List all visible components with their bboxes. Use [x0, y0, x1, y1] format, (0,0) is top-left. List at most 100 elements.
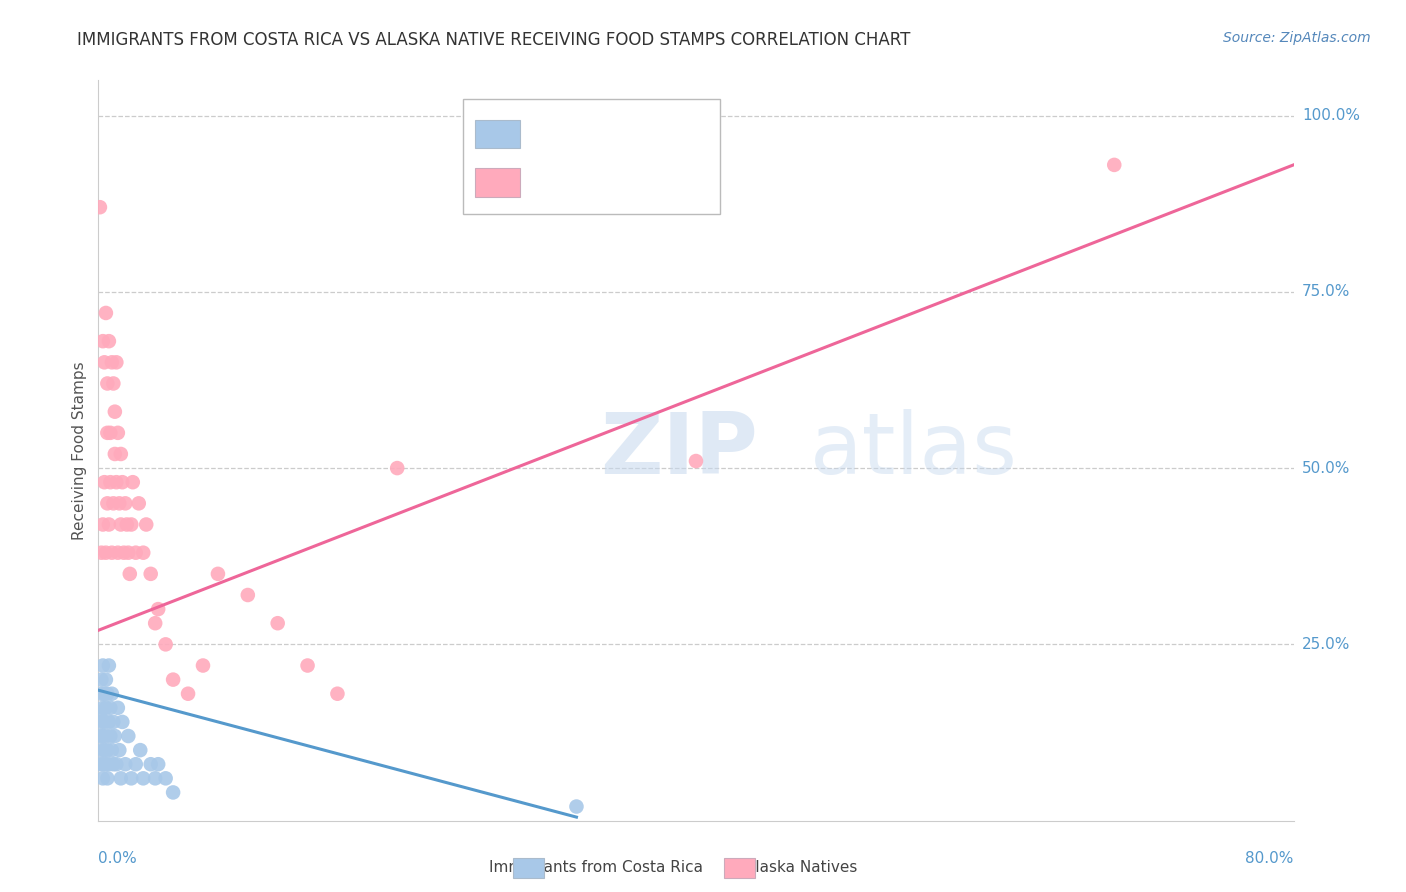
Point	[104, 729, 127, 743]
Point	[93, 475, 115, 490]
Point	[94, 757, 117, 772]
Point	[148, 757, 170, 772]
Point	[120, 517, 142, 532]
Point	[112, 546, 135, 560]
Point	[148, 602, 170, 616]
Point	[104, 405, 127, 419]
Point	[108, 496, 131, 510]
Point	[121, 475, 143, 490]
Point	[91, 757, 114, 772]
Point	[108, 743, 131, 757]
Point	[107, 425, 129, 440]
Text: Immigrants from Costa Rica: Immigrants from Costa Rica	[489, 860, 703, 874]
Point	[94, 701, 117, 715]
Text: Source: ZipAtlas.com: Source: ZipAtlas.com	[1223, 31, 1371, 45]
Point	[90, 546, 112, 560]
Point	[267, 616, 290, 631]
Point	[105, 355, 128, 369]
Text: 100.0%: 100.0%	[1302, 108, 1360, 123]
Point	[101, 743, 124, 757]
Point	[91, 334, 114, 348]
Point	[96, 687, 118, 701]
Point	[90, 687, 112, 701]
FancyBboxPatch shape	[475, 169, 520, 196]
Text: atlas: atlas	[810, 409, 1018, 492]
Point	[105, 475, 128, 490]
Point	[96, 772, 118, 786]
Point	[110, 447, 132, 461]
Point	[107, 546, 129, 560]
Point	[117, 546, 139, 560]
Point	[125, 757, 148, 772]
Point	[117, 729, 139, 743]
Point	[105, 757, 128, 772]
Point	[103, 757, 125, 772]
Text: 50.0%: 50.0%	[1302, 460, 1350, 475]
Point	[90, 714, 112, 729]
Point	[89, 757, 111, 772]
Text: 25.0%: 25.0%	[1302, 637, 1350, 652]
Point	[91, 658, 114, 673]
Point	[139, 757, 162, 772]
Point	[96, 743, 118, 757]
Point	[93, 743, 115, 757]
Point	[107, 701, 129, 715]
Point	[98, 729, 122, 743]
Point	[114, 496, 136, 510]
Point	[93, 714, 115, 729]
Point	[128, 496, 150, 510]
Point	[94, 673, 117, 687]
Point	[143, 616, 166, 631]
Point	[132, 546, 155, 560]
Point	[91, 517, 114, 532]
Point	[139, 566, 162, 581]
Point	[103, 496, 125, 510]
Point	[94, 729, 117, 743]
Point	[236, 588, 259, 602]
Point	[97, 334, 120, 348]
Point	[114, 757, 136, 772]
Point	[98, 475, 122, 490]
Point	[101, 546, 124, 560]
Point	[115, 517, 138, 532]
Point	[101, 687, 124, 701]
Point	[94, 306, 117, 320]
Point	[98, 425, 122, 440]
Text: R = -0.323   N = 49: R = -0.323 N = 49	[533, 127, 704, 142]
Text: IMMIGRANTS FROM COSTA RICA VS ALASKA NATIVE RECEIVING FOOD STAMPS CORRELATION CH: IMMIGRANTS FROM COSTA RICA VS ALASKA NAT…	[77, 31, 911, 49]
Point	[1104, 158, 1126, 172]
Text: 80.0%: 80.0%	[1246, 851, 1294, 866]
Point	[89, 729, 111, 743]
FancyBboxPatch shape	[463, 99, 720, 213]
Point	[96, 496, 118, 510]
Point	[155, 637, 177, 651]
Point	[94, 546, 117, 560]
Point	[97, 714, 120, 729]
Point	[326, 687, 349, 701]
Point	[162, 785, 184, 799]
Point	[110, 772, 132, 786]
Point	[96, 376, 118, 391]
Point	[177, 687, 200, 701]
Text: ZIP: ZIP	[600, 409, 758, 492]
Text: 75.0%: 75.0%	[1302, 285, 1350, 300]
Point	[135, 517, 157, 532]
Point	[111, 475, 134, 490]
Text: R =  0.495   N = 55: R = 0.495 N = 55	[533, 175, 703, 190]
Point	[143, 772, 166, 786]
Point	[125, 546, 148, 560]
FancyBboxPatch shape	[475, 120, 520, 148]
Point	[111, 714, 134, 729]
Point	[98, 701, 122, 715]
Point	[129, 743, 152, 757]
Point	[93, 687, 115, 701]
Point	[118, 566, 141, 581]
Point	[90, 673, 112, 687]
Text: 0.0%: 0.0%	[98, 851, 138, 866]
Point	[297, 658, 319, 673]
Point	[89, 200, 111, 214]
Point	[89, 707, 111, 722]
Point	[155, 772, 177, 786]
Point	[685, 454, 707, 468]
Point	[97, 757, 120, 772]
